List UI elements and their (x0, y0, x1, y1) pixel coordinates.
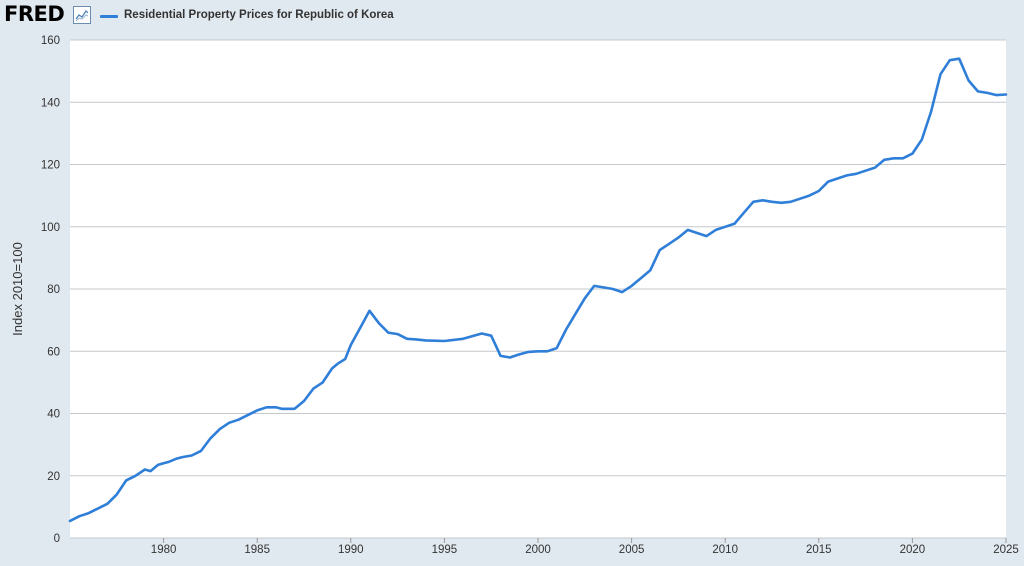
fred-logo[interactable]: FRED (4, 2, 65, 26)
x-tick-label: 2005 (619, 544, 645, 556)
y-tick-label: 40 (47, 409, 60, 421)
x-tick-label: 1995 (432, 544, 458, 556)
y-tick-label: 20 (47, 471, 60, 483)
legend-label: Residential Property Prices for Republic… (124, 9, 394, 21)
x-tick-label: 2025 (993, 544, 1019, 556)
x-tick-label: 2010 (712, 544, 738, 556)
y-tick-label: 80 (47, 284, 60, 296)
y-tick-label: 140 (41, 97, 60, 109)
x-tick-label: 2020 (900, 544, 926, 556)
y-tick-label: 160 (41, 35, 60, 47)
y-axis-ticks: 0 20 40 60 80 100 120 140 160 (41, 35, 60, 545)
y-axis-title: Index 2010=100 (10, 242, 25, 336)
x-tick-label: 2000 (525, 544, 551, 556)
x-tick-label: 1990 (338, 544, 364, 556)
legend-swatch (100, 15, 118, 18)
x-tick-label: 1985 (244, 544, 270, 556)
chart-header: FRED Residential Property Prices for Rep… (0, 0, 1024, 32)
x-tick-label: 1980 (151, 544, 177, 556)
y-tick-label: 60 (47, 346, 60, 358)
y-tick-label: 0 (54, 533, 60, 545)
x-tick-label: 2015 (806, 544, 832, 556)
y-tick-label: 120 (41, 160, 60, 172)
line-chart-icon[interactable] (73, 6, 91, 24)
y-tick-label: 100 (41, 222, 60, 234)
x-axis-ticks: 1980 1985 1990 1995 2000 2005 2010 2015 2020 2025 (151, 538, 1019, 556)
series-line[interactable] (68, 57, 1008, 523)
